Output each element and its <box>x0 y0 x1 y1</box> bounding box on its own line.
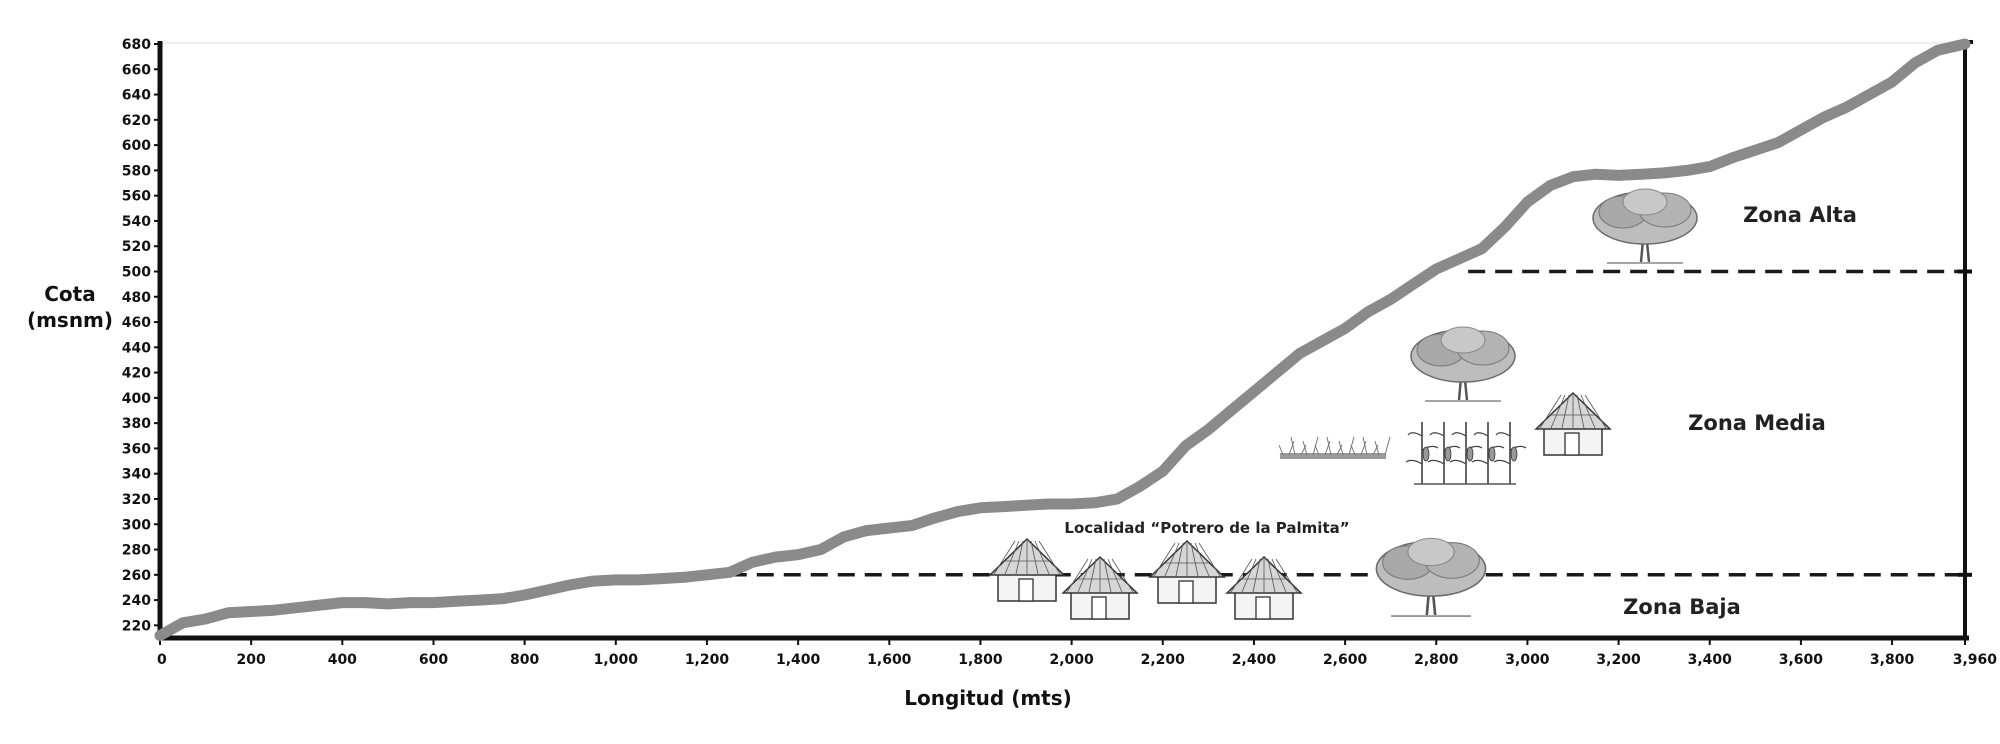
x-tick-label: 3,400 <box>1688 652 1733 668</box>
y-tick-label: 440 <box>122 340 151 356</box>
y-tick-label: 320 <box>122 492 151 508</box>
zone-label-alta: Zona Alta <box>1743 203 1857 227</box>
x-tick-label: 3,960 <box>1953 652 1998 668</box>
y-tick-label: 540 <box>122 214 151 230</box>
x-axis-title: Longitud (mts) <box>904 686 1072 710</box>
y-tick-label: 480 <box>122 290 151 306</box>
y-tick-label: 640 <box>122 88 151 104</box>
x-tick-label: 2,000 <box>1049 652 1094 668</box>
x-tick-label: 0 <box>157 652 167 668</box>
y-tick-label: 260 <box>122 568 151 584</box>
tree-icon <box>1592 188 1698 264</box>
elevation-profile-line <box>154 38 1971 641</box>
hut-icon <box>1148 539 1226 604</box>
y-tick-label: 380 <box>122 416 151 432</box>
zone-label-media: Zona Media <box>1688 411 1826 435</box>
tree-icon <box>1410 326 1516 402</box>
line-layer <box>154 38 1971 641</box>
x-tick-label: 3,000 <box>1505 652 1550 668</box>
x-tick-label: 800 <box>510 652 539 668</box>
y-tick-label: 600 <box>122 138 151 154</box>
y-tick-label: 460 <box>122 315 151 331</box>
x-tick-label: 2,600 <box>1323 652 1368 668</box>
y-tick-label: 400 <box>122 391 151 407</box>
x-tick-label: 1,000 <box>594 652 639 668</box>
hut-icon <box>1225 555 1303 620</box>
y-tick-label: 360 <box>122 441 151 457</box>
y-tick-label: 240 <box>122 593 151 609</box>
decor-layer <box>988 188 1698 620</box>
y-axis-title-line2: (msnm) <box>27 308 113 332</box>
tree-icon <box>1375 537 1487 617</box>
x-tick-label: 3,600 <box>1779 652 1824 668</box>
x-tick-label: 2,400 <box>1232 652 1277 668</box>
y-tick-label: 300 <box>122 517 151 533</box>
corn-icon <box>1405 422 1527 485</box>
y-tick-label: 520 <box>122 239 151 255</box>
locality-annotation: Localidad “Potrero de la Palmita” <box>1064 519 1349 537</box>
x-tick-label: 1,400 <box>776 652 821 668</box>
y-tick-label: 680 <box>122 37 151 53</box>
grass-icon <box>1278 436 1391 459</box>
y-tick-label: 620 <box>122 113 151 129</box>
zone-label-baja: Zona Baja <box>1623 595 1741 619</box>
x-tick-label: 2,200 <box>1141 652 1186 668</box>
hut-icon <box>988 537 1066 602</box>
x-tick-label: 1,800 <box>958 652 1003 668</box>
x-tick-label: 1,600 <box>867 652 912 668</box>
x-tick-label: 2,800 <box>1414 652 1459 668</box>
y-tick-label: 580 <box>122 163 151 179</box>
x-tick-label: 400 <box>328 652 357 668</box>
x-tick-label: 200 <box>237 652 266 668</box>
y-axis-title-line1: Cota <box>44 282 95 306</box>
y-tick-label: 420 <box>122 366 151 382</box>
x-tick-label: 3,800 <box>1870 652 1915 668</box>
x-tick-label: 3,200 <box>1596 652 1641 668</box>
y-tick-label: 560 <box>122 189 151 205</box>
x-tick-label: 600 <box>419 652 448 668</box>
y-tick-label: 340 <box>122 467 151 483</box>
ticks-layer: 220 240 260 280 300 320 340 360 380 400 420 440 460 4… <box>122 37 1997 668</box>
y-tick-label: 500 <box>122 264 151 280</box>
y-tick-label: 220 <box>122 618 151 634</box>
x-tick-label: 1,200 <box>685 652 730 668</box>
hut-icon <box>1061 555 1139 620</box>
hut-icon <box>1534 391 1612 456</box>
y-tick-label: 660 <box>122 62 151 78</box>
y-tick-label: 280 <box>122 543 151 559</box>
